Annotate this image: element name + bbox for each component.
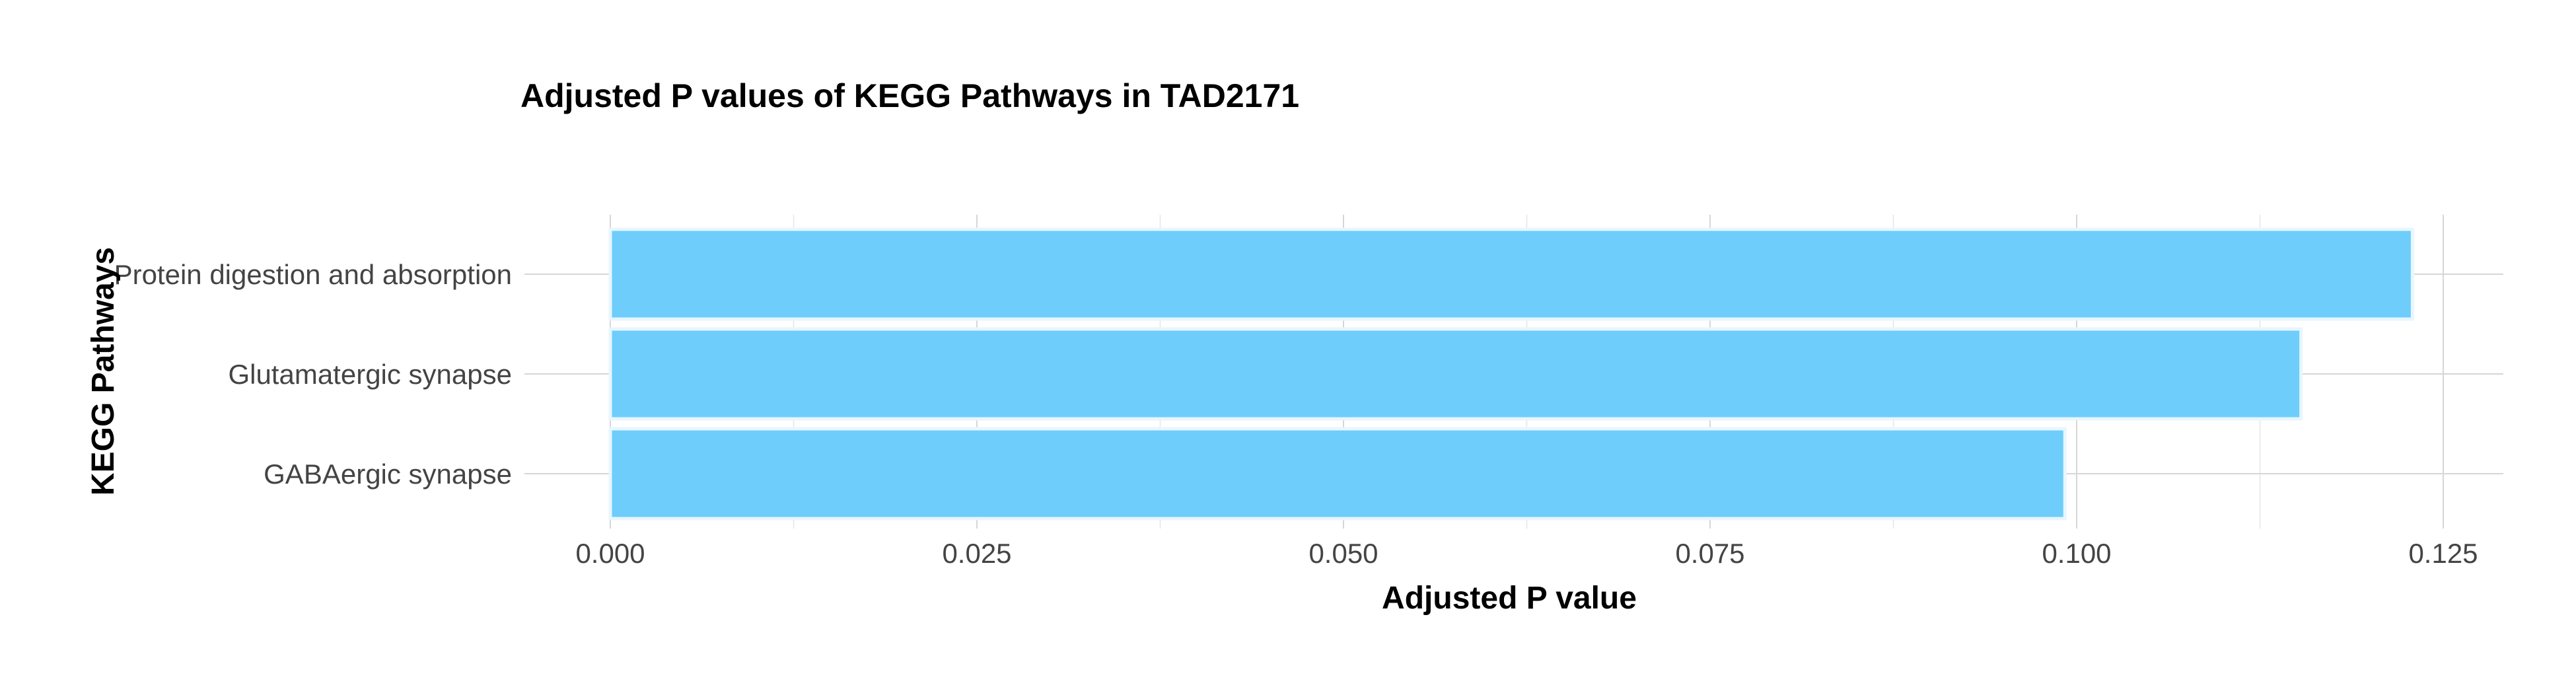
bar bbox=[608, 327, 2303, 421]
x-tick-label: 0.100 bbox=[2042, 538, 2111, 569]
x-tick-label: 0.025 bbox=[942, 538, 1011, 569]
bar bbox=[608, 427, 2067, 521]
x-tick-label: 0.050 bbox=[1308, 538, 1378, 569]
y-axis-tick-labels: Protein digestion and absorption Glutamat… bbox=[114, 259, 512, 490]
x-tick-label: 0.075 bbox=[1675, 538, 1744, 569]
bars bbox=[608, 227, 2414, 521]
y-tick-label: Glutamatergic synapse bbox=[228, 359, 512, 390]
bar bbox=[608, 227, 2414, 321]
x-axis-tick-labels: 0.000 0.025 0.050 0.075 0.100 0.125 bbox=[575, 538, 2478, 569]
y-axis-title: KEGG Pathways bbox=[86, 247, 121, 495]
y-tick-label: GABAergic synapse bbox=[264, 459, 512, 490]
x-tick-label: 0.125 bbox=[2408, 538, 2478, 569]
chart-title: Adjusted P values of KEGG Pathways in TA… bbox=[520, 77, 1299, 114]
x-tick-label: 0.000 bbox=[575, 538, 645, 569]
x-axis-title: Adjusted P value bbox=[1382, 581, 1637, 616]
y-tick-label: Protein digestion and absorption bbox=[114, 259, 512, 290]
